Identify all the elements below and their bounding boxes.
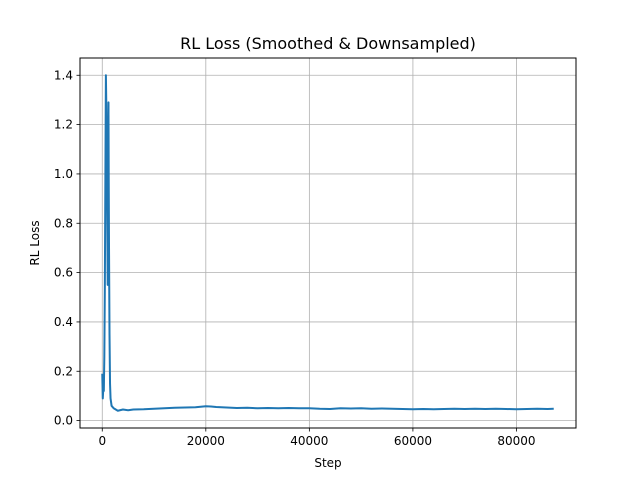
chart-title: RL Loss (Smoothed & Downsampled) [180,34,476,53]
y-tick-label: 1.4 [54,68,73,82]
y-axis: 0.0 0.2 0.4 0.6 0.8 1.0 1.2 1.4 [54,68,80,428]
loss-series-line [101,74,554,412]
x-tick-label: 60000 [394,434,432,448]
grid [80,58,576,428]
x-tick-label: 20000 [187,434,225,448]
y-tick-label: 0.6 [54,266,73,280]
x-axis: 0 20000 40000 60000 80000 [98,428,536,448]
plot-frame [79,57,577,429]
x-tick-label: 80000 [497,434,535,448]
y-tick-label: 0.0 [54,414,73,428]
series-layer [101,74,554,412]
x-tick-label: 0 [98,434,106,448]
y-tick-label: 0.4 [54,315,73,329]
x-tick-label: 40000 [290,434,328,448]
y-tick-label: 1.2 [54,118,73,132]
y-tick-label: 0.2 [54,364,73,378]
x-axis-label: Step [314,456,341,470]
y-axis-label: RL Loss [28,220,42,265]
y-tick-label: 0.8 [54,216,73,230]
y-tick-label: 1.0 [54,167,73,181]
